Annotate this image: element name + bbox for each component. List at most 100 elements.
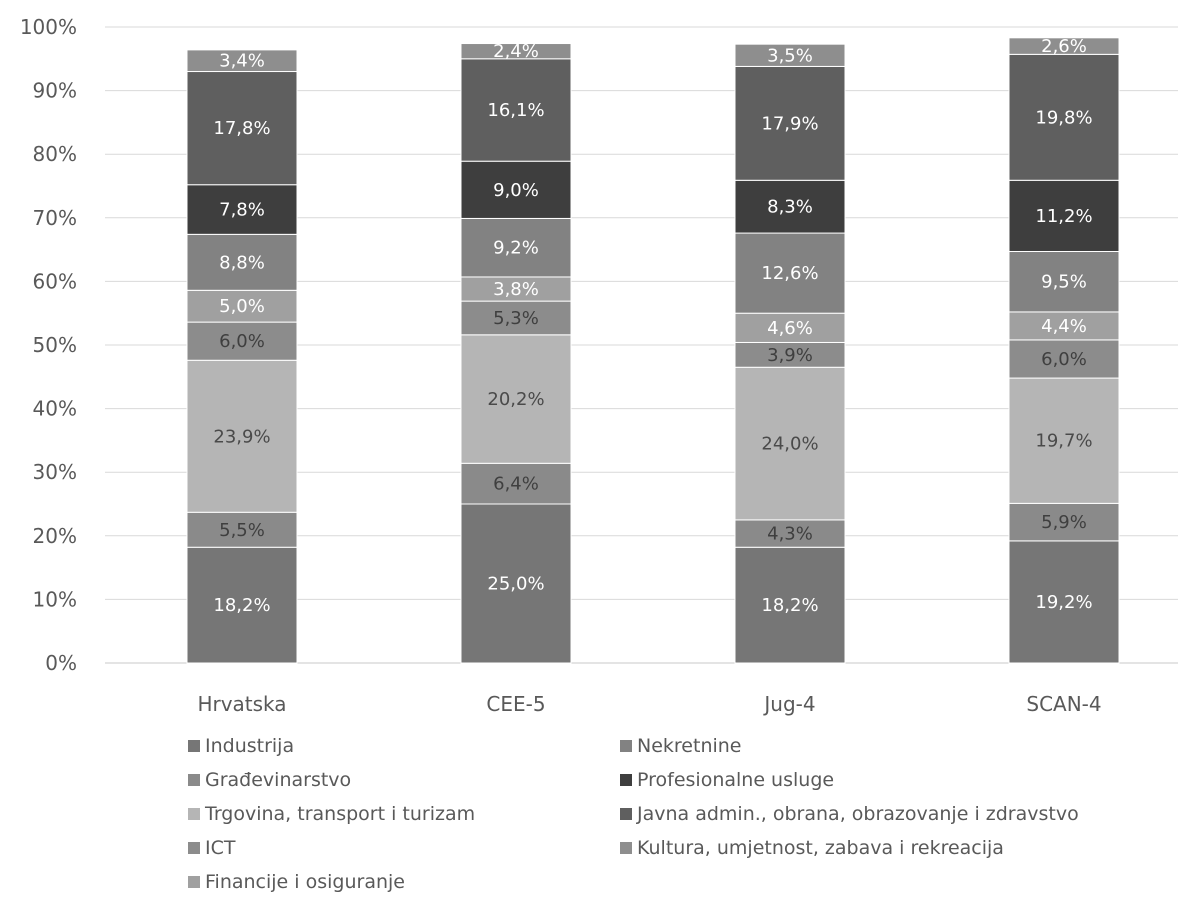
bar-segment [1008,540,1120,664]
y-tick-label: 90% [33,79,77,103]
legend-swatch [188,876,200,888]
stacked-bar-chart: 0% 10% 20% 30% 40% 50% 60% 70% 80% 90% 100% 18,2% 5… [20,15,1178,716]
x-category-label: Hrvatska [197,692,286,716]
bar-segment [734,232,846,314]
bars [186,37,1120,664]
legend-label: Industrija [205,735,295,757]
data-label: 19,7% [1035,431,1092,452]
data-label: 8,3% [767,197,813,218]
bar-segment [460,334,572,464]
bar-segment [186,49,298,73]
y-tick-label: 30% [33,460,77,484]
legend-label: Kultura, umjetnost, zabava i rekreacija [637,837,1004,859]
data-label: 3,4% [219,51,265,72]
legend-label: Profesionalne usluge [637,769,835,791]
y-axis: 0% 10% 20% 30% 40% 50% 60% 70% 80% 90% 100% [20,15,77,675]
data-label: 5,0% [219,296,265,317]
legend-item: Profesionalne usluge [620,769,834,791]
legend-item: Građevinarstvo [188,769,351,791]
legend-swatch [620,842,632,854]
x-axis: Hrvatska CEE-5 Jug-4 SCAN-4 [197,692,1101,716]
data-label: 24,0% [761,434,818,455]
data-label: 19,8% [1035,107,1092,128]
bar-segment [734,546,846,664]
data-label: 5,5% [219,520,265,541]
y-tick-label: 50% [33,333,77,357]
data-label: 6,4% [493,474,539,495]
legend-label: ICT [205,837,236,859]
legend-label: Trgovina, transport i turizam [205,803,476,825]
bar-segment [460,462,572,505]
bar-segment [1008,502,1120,542]
data-label: 5,9% [1041,512,1087,533]
bar-segment [734,65,846,181]
bar-segment [460,276,572,302]
y-tick-label: 100% [20,15,77,39]
data-label: 4,3% [767,524,813,545]
bar-segment [460,217,572,278]
legend-label: Financije i osiguranje [205,871,405,893]
legend-item: Trgovina, transport i turizam [188,803,475,825]
bar-segment [186,511,298,548]
legend-swatch [188,842,200,854]
y-tick-label: 70% [33,206,77,230]
data-label: 16,1% [487,100,544,121]
bar-segment [734,43,846,67]
bar-segment [734,366,846,521]
bar-segment [460,300,572,336]
data-label: 25,0% [487,574,544,595]
data-label: 18,2% [761,595,818,616]
y-tick-label: 80% [33,142,77,166]
y-tick-label: 0% [45,651,77,675]
legend-item: ICT [188,837,235,859]
legend: Industrija Građevinarstvo Trgovina, transp… [188,735,1168,905]
bar-segment [186,359,298,513]
y-tick-label: 20% [33,524,77,548]
legend-label: Nekretnine [637,735,742,757]
bar-segment [1008,179,1120,253]
bar-segment [186,289,298,323]
data-label: 6,0% [1041,349,1087,370]
bar-segment [1008,37,1120,55]
data-label: 5,3% [493,308,539,329]
x-category-label: SCAN-4 [1026,692,1101,716]
data-label: 2,4% [493,41,539,62]
bar-segment [734,519,846,548]
data-label: 9,2% [493,238,539,259]
bar-segment [460,43,572,60]
data-label: 19,2% [1035,592,1092,613]
legend-swatch [620,808,632,820]
data-label: 9,0% [493,180,539,201]
legend-swatch [188,774,200,786]
data-label: 3,9% [767,345,813,366]
bar-segment [460,58,572,162]
bar-segment [460,503,572,664]
legend-swatch [620,774,632,786]
legend-item: Industrija [188,735,294,757]
bar-segment [734,179,846,234]
bar-segment [460,160,572,219]
data-label: 11,2% [1035,206,1092,227]
legend-label: Javna admin., obrana, obrazovanje i zdra… [637,803,1079,825]
x-category-label: Jug-4 [762,692,815,716]
data-label: 12,6% [761,263,818,284]
legend-item: Kultura, umjetnost, zabava i rekreacija [620,837,1004,859]
bar-segment [186,71,298,186]
data-label: 20,2% [487,389,544,410]
data-labels: 18,2% 5,5% 23,9% 6,0% 5,0% 8,8% 7,8% 17,8% 3,4% 2… [213,36,1092,616]
data-label: 23,9% [213,426,270,447]
data-label: 9,5% [1041,272,1087,293]
legend-swatch [620,740,632,752]
legend-swatch [188,740,200,752]
data-label: 4,4% [1041,316,1087,337]
data-label: 7,8% [219,200,265,221]
data-label: 17,8% [213,118,270,139]
bar-segment [1008,377,1120,504]
data-label: 17,9% [761,113,818,134]
y-tick-label: 40% [33,397,77,421]
legend-item: Javna admin., obrana, obrazovanje i zdra… [620,803,1079,825]
legend-swatch [188,808,200,820]
data-label: 3,5% [767,45,813,66]
bar-segment [1008,53,1120,181]
data-label: 4,6% [767,318,813,339]
